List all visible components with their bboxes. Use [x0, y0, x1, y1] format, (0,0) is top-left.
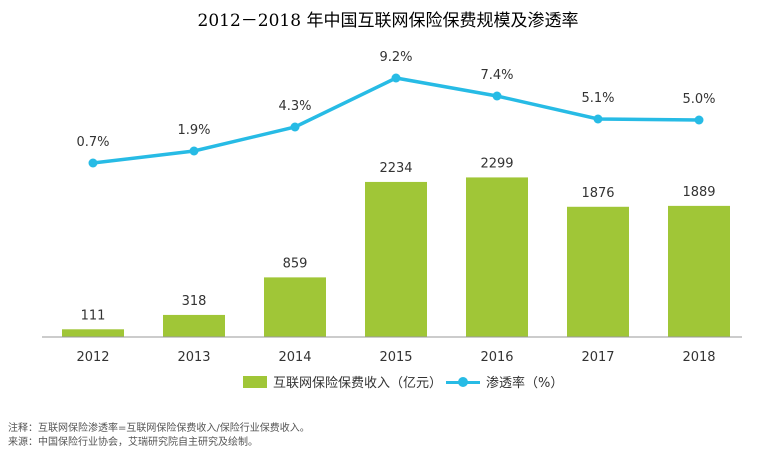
legend-label-bar: 互联网保险保费收入（亿元） [273, 376, 443, 391]
x-tick-label: 2012 [76, 350, 109, 365]
bar-value-label: 859 [283, 256, 308, 271]
line-value-label: 5.1% [581, 91, 614, 106]
x-tick-label: 2016 [480, 350, 513, 365]
line-series: 0.7% 1.9% 4.3% 9.2% 7.4% 5.1% 5.0% [76, 50, 716, 168]
line-value-label: 9.2% [379, 50, 412, 65]
note-definition: 注释：互联网保险渗透率=互联网保险保费收入/保险行业保费收入。 [8, 423, 310, 434]
note-source: 来源：中国保险行业协会，艾瑞研究院自主研究及绘制。 [8, 437, 258, 448]
legend: 互联网保险保费收入（亿元） 渗透率（%） [0, 372, 776, 394]
bar-2017 [567, 206, 629, 337]
legend-label-line: 渗透率（%） [486, 376, 564, 391]
x-tick-label: 2014 [278, 350, 311, 365]
bar-2014 [264, 277, 326, 337]
bar-swatch [243, 375, 267, 388]
bar-value-label: 1876 [581, 186, 614, 201]
line-value-label: 7.4% [480, 68, 513, 83]
bar-2013 [163, 314, 225, 337]
bar-2018 [668, 205, 730, 337]
x-tick-label: 2013 [177, 350, 210, 365]
legend-item-bar: 互联网保险保费收入（亿元） [243, 372, 442, 391]
line-point-2017 [593, 114, 603, 124]
line-value-label: 5.0% [682, 92, 715, 107]
x-tick-label: 2015 [379, 350, 412, 365]
line-point-2016 [492, 91, 502, 101]
bar-value-label: 111 [81, 308, 106, 323]
x-tick-label: 2017 [581, 350, 614, 365]
x-tick-label: 2018 [682, 350, 715, 365]
line-point-2015 [391, 73, 401, 83]
bar-value-label: 1889 [682, 185, 715, 200]
line-value-label: 0.7% [76, 135, 109, 150]
line-point-2018 [694, 115, 704, 125]
line-value-label: 1.9% [177, 123, 210, 138]
bar-2015 [365, 181, 427, 337]
bar-2012 [62, 329, 124, 337]
x-tick-labels: 2012 2013 2014 2015 2016 2017 2018 [76, 350, 715, 365]
chart-title: 2012－2018 年中国互联网保险保费规模及渗透率 [197, 11, 579, 31]
bar-2016 [466, 177, 528, 337]
line-swatch [446, 376, 480, 388]
line-value-label: 4.3% [278, 99, 311, 114]
bar-value-label: 2299 [480, 156, 513, 171]
bar-value-label: 318 [182, 294, 207, 309]
footnotes: 注释：互联网保险渗透率=互联网保险保费收入/保险行业保费收入。 来源：中国保险行… [8, 422, 310, 450]
line-point-2012 [88, 158, 98, 168]
line-point-2014 [290, 122, 300, 132]
line-point-2013 [189, 146, 199, 156]
bar-series: 111 318 859 2234 2299 1876 1889 [62, 156, 730, 337]
legend-item-line: 渗透率（%） [446, 372, 563, 391]
bar-value-label: 2234 [379, 161, 412, 176]
